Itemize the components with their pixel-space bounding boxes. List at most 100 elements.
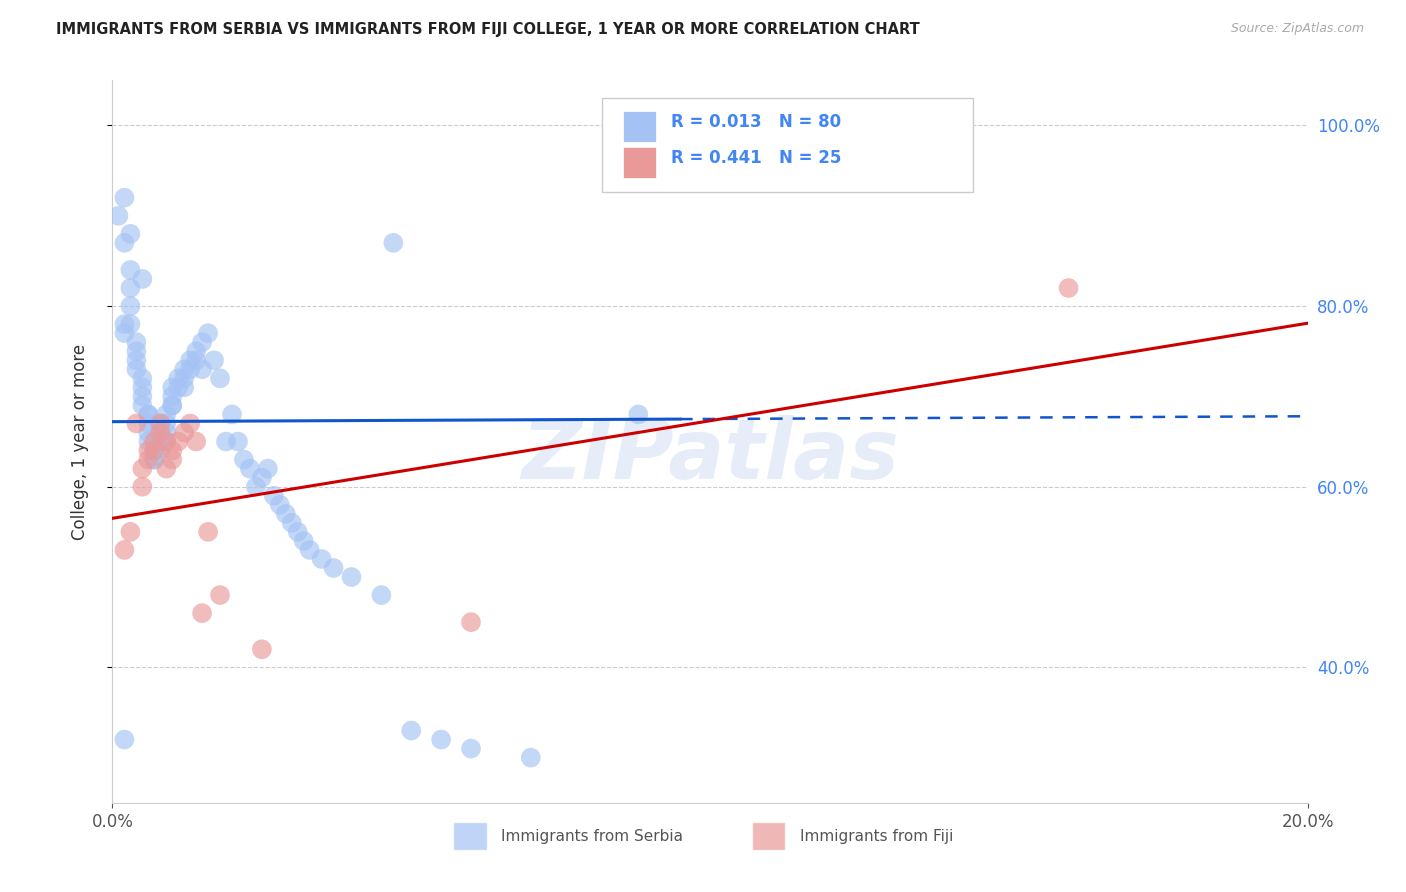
Point [257, 461, 280, 475]
Point [250, 471, 273, 485]
Y-axis label: College, 1 year or more: College, 1 year or more [70, 343, 89, 540]
Point [125, 335, 148, 350]
Point [143, 452, 166, 467]
Bar [623, 112, 657, 142]
Point [215, 434, 238, 449]
Point [460, 741, 482, 756]
Point [149, 425, 172, 440]
Point [120, 227, 142, 241]
Point [186, 434, 208, 449]
Point [155, 425, 177, 440]
Bar [752, 822, 786, 850]
Point [460, 615, 482, 630]
Point [340, 570, 363, 584]
Point [401, 723, 423, 738]
Point [155, 461, 177, 475]
Point [162, 398, 183, 412]
Point [197, 524, 219, 539]
Point [173, 371, 195, 385]
Point [155, 408, 177, 422]
Point [292, 533, 315, 548]
Point [125, 417, 148, 431]
Point [322, 561, 344, 575]
Point [209, 588, 232, 602]
Point [149, 443, 172, 458]
Point [114, 542, 135, 557]
Text: ZIPatlas: ZIPatlas [522, 416, 898, 497]
Point [120, 524, 142, 539]
Point [131, 389, 153, 403]
Text: Immigrants from Fiji: Immigrants from Fiji [800, 830, 953, 844]
Point [143, 452, 166, 467]
Point [281, 516, 304, 530]
Point [167, 434, 190, 449]
Text: Immigrants from Serbia: Immigrants from Serbia [501, 830, 683, 844]
Point [239, 461, 262, 475]
Point [226, 434, 249, 449]
Point [138, 443, 160, 458]
Point [209, 371, 232, 385]
Point [167, 371, 190, 385]
Point [120, 281, 142, 295]
Point [114, 326, 135, 341]
Point [179, 362, 201, 376]
Point [149, 425, 172, 440]
Point [520, 750, 543, 764]
Text: Source: ZipAtlas.com: Source: ZipAtlas.com [1230, 22, 1364, 36]
Point [155, 434, 177, 449]
Text: R = 0.441   N = 25: R = 0.441 N = 25 [671, 149, 841, 168]
Point [221, 408, 243, 422]
Point [114, 732, 135, 747]
Point [125, 353, 148, 368]
Point [149, 434, 172, 449]
Point [138, 425, 160, 440]
Point [382, 235, 405, 250]
Bar [453, 822, 486, 850]
Bar [623, 147, 657, 178]
Text: IMMIGRANTS FROM SERBIA VS IMMIGRANTS FROM FIJI COLLEGE, 1 YEAR OR MORE CORRELATI: IMMIGRANTS FROM SERBIA VS IMMIGRANTS FRO… [56, 22, 920, 37]
Point [143, 443, 166, 458]
Point [191, 335, 214, 350]
FancyBboxPatch shape [603, 98, 973, 193]
Point [138, 408, 160, 422]
Point [197, 326, 219, 341]
Point [173, 362, 195, 376]
Point [114, 191, 135, 205]
Point [125, 344, 148, 359]
Point [138, 452, 160, 467]
Point [120, 263, 142, 277]
Point [173, 380, 195, 394]
Point [143, 434, 166, 449]
Point [245, 480, 267, 494]
Point [202, 353, 225, 368]
Point [155, 417, 177, 431]
Point [1057, 281, 1080, 295]
Point [627, 408, 650, 422]
Point [162, 389, 183, 403]
Point [370, 588, 392, 602]
Point [138, 417, 160, 431]
Point [186, 353, 208, 368]
Point [149, 417, 172, 431]
Point [250, 642, 273, 657]
Point [131, 380, 153, 394]
Point [274, 507, 297, 521]
Point [263, 489, 285, 503]
Point [179, 417, 201, 431]
Point [430, 732, 453, 747]
Point [143, 434, 166, 449]
Point [162, 380, 183, 394]
Text: R = 0.013   N = 80: R = 0.013 N = 80 [671, 113, 841, 131]
Point [191, 606, 214, 620]
Point [131, 398, 153, 412]
Point [131, 461, 153, 475]
Point [162, 398, 183, 412]
Point [311, 552, 333, 566]
Point [162, 443, 183, 458]
Point [162, 452, 183, 467]
Point [143, 443, 166, 458]
Point [233, 452, 256, 467]
Point [186, 344, 208, 359]
Point [179, 353, 201, 368]
Point [138, 408, 160, 422]
